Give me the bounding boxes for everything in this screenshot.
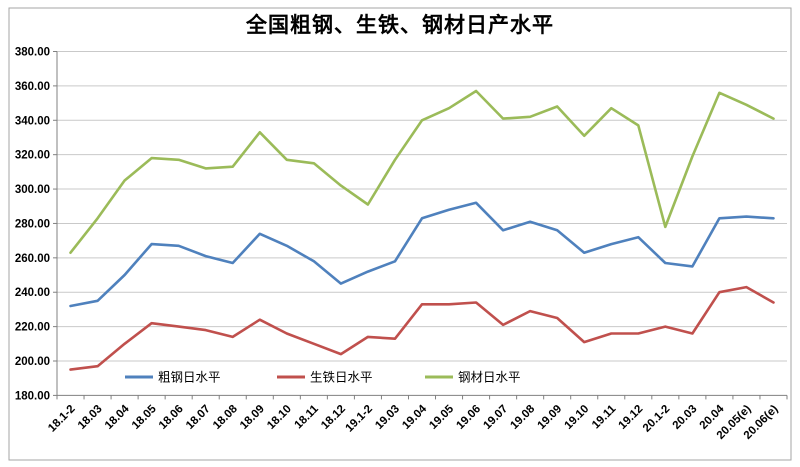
x-axis-label: 18.04 bbox=[103, 403, 132, 432]
y-axis-label: 340.00 bbox=[15, 115, 50, 127]
y-axis-label: 280.00 bbox=[15, 218, 50, 230]
chart-title: 全国粗钢、生铁、钢材日产水平 bbox=[246, 14, 554, 37]
x-axis-label: 18.03 bbox=[76, 403, 105, 432]
x-axis-label: 18.10 bbox=[265, 403, 294, 432]
x-axis-label: 19.10 bbox=[563, 403, 592, 432]
x-axis-label: 18.09 bbox=[238, 403, 267, 432]
y-axis-label: 200.00 bbox=[15, 356, 50, 368]
x-axis-label: 18.11 bbox=[293, 403, 322, 432]
x-axis-label: 18.1-2 bbox=[46, 403, 78, 435]
x-axis-label: 18.08 bbox=[211, 403, 240, 432]
x-axis-label: 18.07 bbox=[184, 403, 213, 432]
x-axis-label: 19.1-2 bbox=[344, 403, 376, 435]
x-axis-label: 18.05 bbox=[130, 403, 159, 432]
y-axis-label: 300.00 bbox=[15, 184, 50, 196]
x-axis-label: 19.03 bbox=[373, 403, 402, 432]
x-axis-label: 19.08 bbox=[508, 403, 537, 432]
x-axis-label: 19.05 bbox=[427, 403, 456, 432]
x-axis-label: 19.11 bbox=[590, 403, 619, 432]
y-axis-label: 180.00 bbox=[15, 390, 50, 402]
y-axis-label: 320.00 bbox=[15, 150, 50, 162]
legend-label-steel-products: 钢材日水平 bbox=[458, 371, 521, 385]
series-line-pig-iron bbox=[69, 285, 775, 371]
legend-label-crude-steel: 粗钢日水平 bbox=[158, 371, 221, 385]
y-axis-label: 380.00 bbox=[15, 47, 50, 59]
legend-label-pig-iron: 生铁日水平 bbox=[310, 371, 373, 385]
x-axis-label: 20.03 bbox=[671, 403, 700, 432]
chart-border bbox=[8, 7, 792, 461]
y-axis-label: 220.00 bbox=[15, 322, 50, 334]
series-line-crude-steel bbox=[69, 201, 775, 308]
x-axis-label: 20.1-2 bbox=[641, 403, 673, 435]
series-line-steel-products bbox=[69, 89, 775, 254]
x-axis-label: 19.09 bbox=[535, 403, 564, 432]
y-axis-label: 260.00 bbox=[15, 253, 50, 265]
y-axis-label: 360.00 bbox=[15, 81, 50, 93]
y-axis-label: 240.00 bbox=[15, 287, 50, 299]
x-axis-label: 19.04 bbox=[400, 403, 429, 432]
x-axis-label: 18.06 bbox=[157, 403, 186, 432]
x-axis-label: 19.06 bbox=[454, 403, 483, 432]
x-axis-label: 19.07 bbox=[481, 403, 510, 432]
